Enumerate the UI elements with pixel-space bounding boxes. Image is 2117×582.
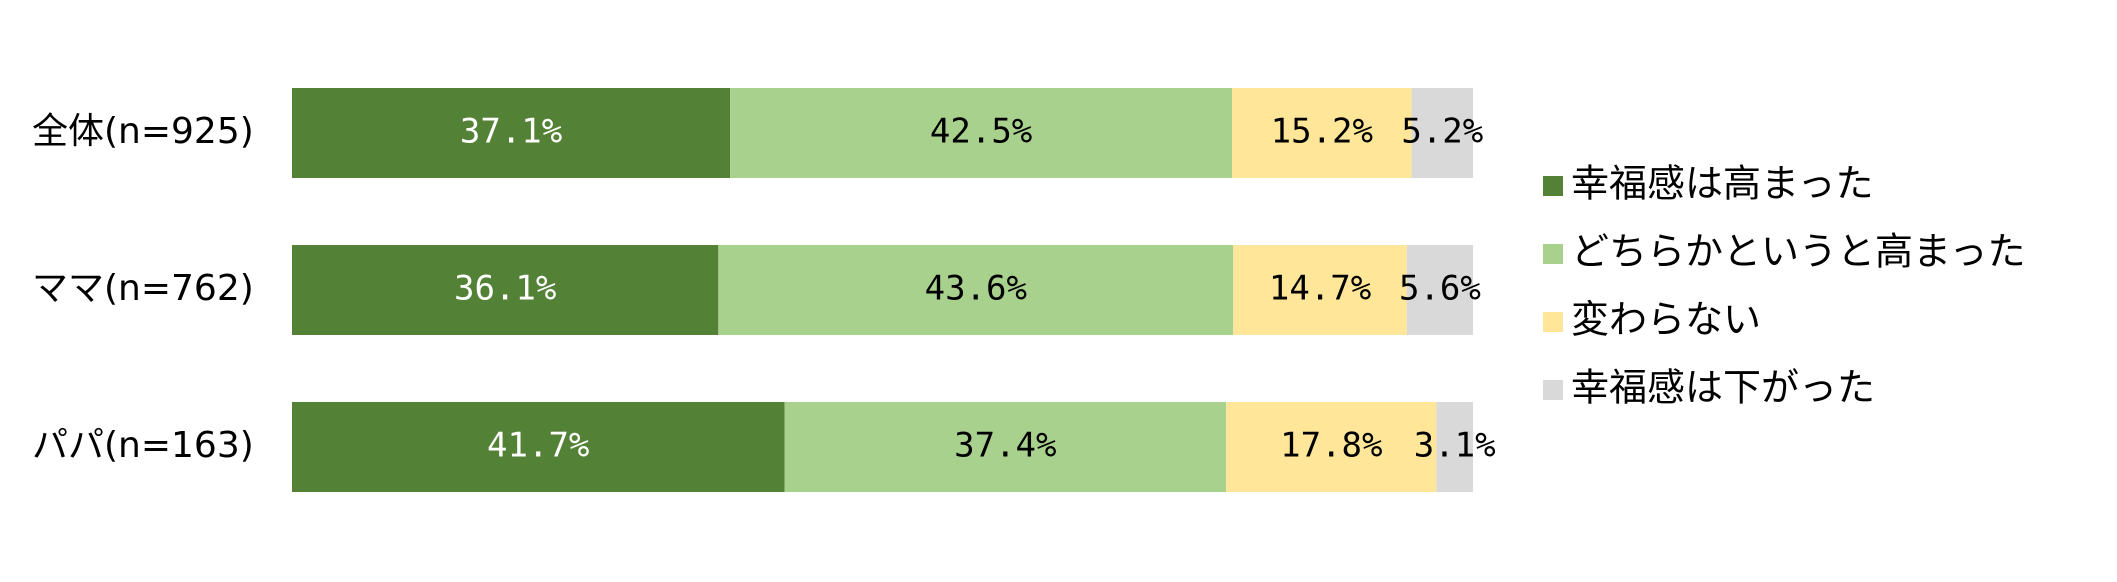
data-label: 37.4% — [954, 426, 1056, 466]
data-label: 37.1% — [460, 112, 562, 152]
bar-segment — [1233, 245, 1407, 335]
legend-swatch — [1543, 244, 1563, 264]
bar-segment — [1406, 245, 1473, 335]
data-label: 3.1% — [1414, 426, 1496, 466]
category-label: ママ(n=762) — [32, 268, 254, 309]
legend-label: どちらかというと高まった — [1571, 230, 2025, 274]
bar-segment — [1411, 88, 1473, 178]
data-label: 42.5% — [930, 112, 1032, 152]
legend-swatch — [1543, 380, 1563, 400]
legend-label: 変わらない — [1571, 298, 1761, 342]
category-labels: 全体(n=925) ママ(n=762) パパ(n=163) — [32, 111, 254, 466]
bar-segment — [1436, 402, 1473, 492]
data-label: 14.7% — [1269, 269, 1371, 309]
data-label: 5.2% — [1401, 112, 1483, 152]
bar-segment — [292, 88, 731, 178]
data-label: 5.6% — [1399, 269, 1481, 309]
bar-segment — [1226, 402, 1437, 492]
data-label: 43.6% — [925, 269, 1027, 309]
legend-swatch — [1543, 312, 1563, 332]
data-label: 36.1% — [454, 269, 556, 309]
bar-segment — [730, 88, 1233, 178]
bar-segment — [718, 245, 1234, 335]
bar-segment — [292, 402, 785, 492]
legend-label: 幸福感は高まった — [1571, 162, 1873, 206]
bars-group: 37.1% 42.5% 15.2% 5.2% 36.1% 43.6% 14.7% 5.6% 41… — [292, 88, 1496, 492]
legend-swatch — [1543, 176, 1563, 196]
data-label: 17.8% — [1280, 426, 1382, 466]
data-label: 41.7% — [487, 426, 589, 466]
bar-segment — [784, 402, 1227, 492]
data-label: 15.2% — [1271, 112, 1373, 152]
category-label: パパ(n=163) — [32, 425, 254, 466]
bar-segment — [292, 245, 719, 335]
legend-label: 幸福感は下がった — [1571, 366, 1875, 410]
bar-segment — [1232, 88, 1412, 178]
category-label: 全体(n=925) — [32, 111, 254, 152]
